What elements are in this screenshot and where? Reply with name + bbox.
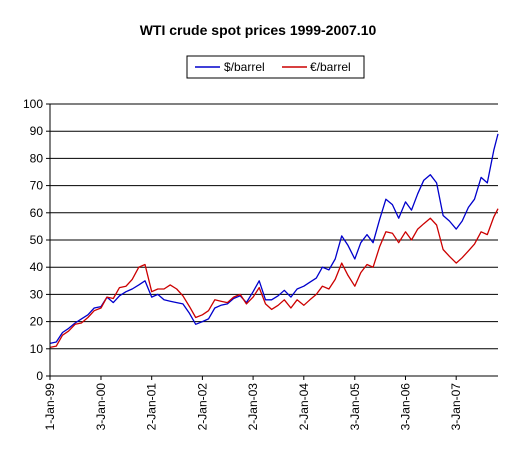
x-tick-label: 2-Jan-02 (195, 383, 209, 431)
series-lines (49, 133, 499, 349)
y-tick-label: 20 (30, 315, 44, 329)
x-tick-label: 2-Jan-04 (297, 383, 311, 431)
x-tick-label: 2-Jan-03 (246, 383, 260, 431)
y-tick-label: 30 (30, 287, 44, 301)
x-tick-label: 3-Jan-07 (449, 383, 463, 431)
y-tick-label: 80 (30, 151, 44, 165)
y-axis-ticks: 0 10 20 30 40 50 60 70 80 90 100 (23, 97, 50, 383)
series-line-eur (49, 208, 499, 349)
y-tick-label: 70 (30, 179, 44, 193)
y-tick-label: 40 (30, 260, 44, 274)
chart-title: WTI crude spot prices 1999-2007.10 (140, 22, 377, 38)
y-tick-label: 100 (23, 97, 43, 111)
series-line-usd (49, 133, 499, 345)
x-tick-label: 1-Jan-99 (43, 383, 57, 431)
legend-label-eur: €/barrel (310, 60, 351, 74)
x-tick-label: 3-Jan-06 (398, 383, 412, 431)
x-tick-label: 3-Jan-05 (348, 383, 362, 431)
legend-label-usd: $/barrel (224, 60, 265, 74)
legend: $/barrel €/barrel (186, 55, 365, 79)
y-tick-label: 0 (36, 369, 43, 383)
x-axis-ticks: 1-Jan-99 3-Jan-00 2-Jan-01 2-Jan-02 2-Jan-03… (43, 376, 463, 430)
x-tick-label: 3-Jan-00 (94, 383, 108, 431)
x-tick-label: 2-Jan-01 (145, 383, 159, 431)
y-tick-label: 10 (30, 342, 44, 356)
gridlines (50, 103, 498, 350)
legend-box (186, 55, 365, 79)
y-tick-label: 90 (30, 124, 44, 138)
y-tick-label: 50 (30, 233, 44, 247)
y-tick-label: 60 (30, 206, 44, 220)
axes (49, 104, 498, 377)
